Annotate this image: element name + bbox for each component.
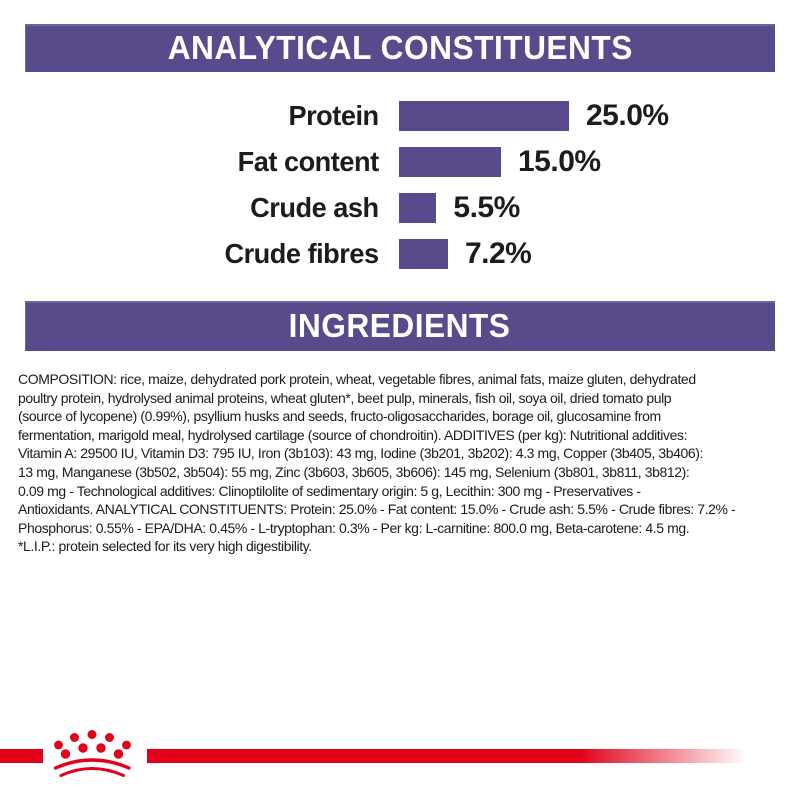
red-band-left-segment bbox=[0, 749, 43, 763]
ingredients-title: INGREDIENTS bbox=[289, 307, 511, 344]
chart-category-label: Crude fibres bbox=[224, 238, 379, 269]
chart-category-label: Protein bbox=[288, 100, 379, 131]
chart-value-label: 5.5% bbox=[453, 191, 520, 224]
chart-row-protein: Protein 25.0% bbox=[0, 99, 800, 132]
chart-category-label: Fat content bbox=[237, 146, 380, 177]
ingredients-paragraph: COMPOSITION: rice, maize, dehydrated por… bbox=[18, 371, 736, 555]
royal-canin-crown-paw-icon bbox=[53, 730, 131, 777]
chart-row-fat-content: Fat content 15.0% bbox=[0, 145, 800, 178]
chart-value-label: 7.2% bbox=[464, 237, 532, 270]
chart-row-crude-fibres: Crude fibres 7.2% bbox=[0, 237, 800, 270]
chart-value-label: 15.0% bbox=[518, 145, 601, 178]
chart-bar bbox=[399, 239, 448, 269]
chart-row-crude-ash: Crude ash 5.5% bbox=[0, 191, 800, 224]
chart-category-label: Crude ash bbox=[250, 192, 379, 223]
chart-value-label: 25.0% bbox=[586, 99, 669, 132]
chart-bar bbox=[399, 147, 501, 177]
analytical-bar-chart: Protein 25.0% Fat content 15.0% Crude as… bbox=[0, 99, 800, 285]
chart-bar bbox=[399, 101, 569, 131]
chart-bar bbox=[399, 193, 437, 223]
ingredients-banner: INGREDIENTS bbox=[25, 301, 775, 351]
analytical-constituents-banner: ANALYTICAL CONSTITUENTS bbox=[25, 24, 775, 72]
red-band bbox=[147, 749, 747, 763]
analytical-constituents-title: ANALYTICAL CONSTITUENTS bbox=[167, 29, 633, 66]
